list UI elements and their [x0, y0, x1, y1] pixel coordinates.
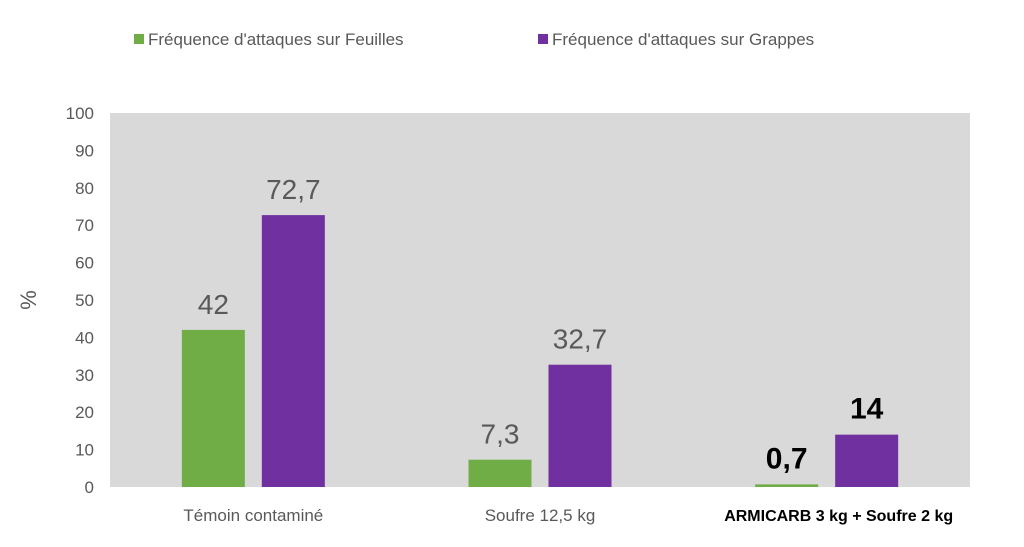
category-label: Témoin contaminé [183, 506, 323, 525]
legend-label: Fréquence d'attaques sur Feuilles [148, 30, 404, 49]
bar [835, 434, 899, 487]
data-label: 32,7 [553, 324, 608, 355]
category-label: Soufre 12,5 kg [485, 506, 596, 525]
data-label: 0,7 [766, 442, 808, 475]
data-label: 7,3 [481, 419, 520, 450]
y-tick-label: 70 [75, 216, 94, 235]
x-axis: Témoin contaminé Soufre 12,5 kg ARMICARB 3… [183, 506, 953, 525]
y-tick-label: 10 [75, 441, 94, 460]
legend: Fréquence d'attaques sur Feuilles Fréquen… [134, 30, 814, 49]
bar [261, 215, 325, 488]
y-tick-label: 30 [75, 366, 94, 385]
y-tick-label: 50 [75, 291, 94, 310]
y-tick-label: 90 [75, 141, 94, 160]
legend-label: Fréquence d'attaques sur Grappes [552, 30, 814, 49]
y-axis: 0 10 20 30 40 50 60 70 80 90 100 [66, 104, 94, 497]
legend-swatch [538, 34, 548, 44]
y-tick-label: 0 [85, 478, 94, 497]
bar [548, 364, 612, 487]
data-labels: 42 72,7 7,3 32,7 0,7 14 [198, 174, 884, 475]
plot-area [110, 113, 970, 487]
bars [181, 215, 899, 488]
y-tick-label: 20 [75, 403, 94, 422]
y-tick-label: 40 [75, 328, 94, 347]
legend-swatch [134, 34, 144, 44]
category-label: ARMICARB 3 kg + Soufre 2 kg [724, 508, 953, 525]
bar [755, 484, 819, 487]
y-tick-label: 100 [66, 104, 94, 123]
y-tick-label: 80 [75, 179, 94, 198]
y-axis-label: % [16, 290, 41, 310]
bar [181, 329, 245, 487]
data-label: 72,7 [266, 174, 321, 205]
data-label: 14 [850, 393, 884, 426]
y-tick-label: 60 [75, 254, 94, 273]
bar [468, 459, 532, 487]
data-label: 42 [198, 289, 229, 320]
